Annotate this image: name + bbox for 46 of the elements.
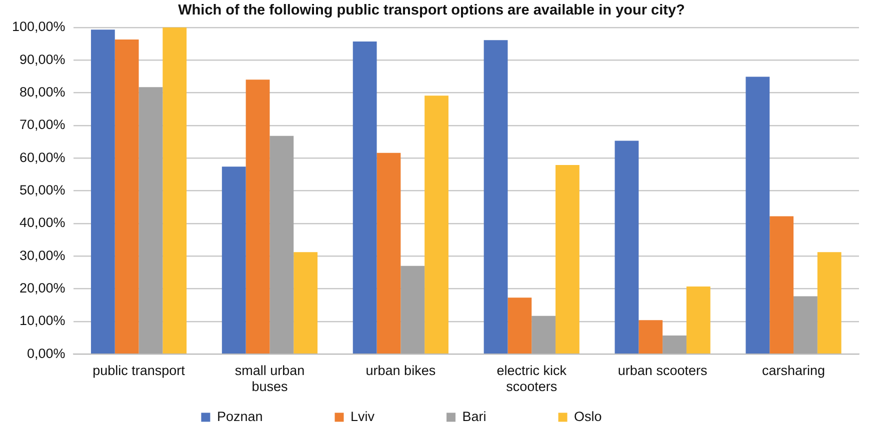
bar [508, 298, 532, 354]
bar [294, 252, 318, 354]
x-tick-label: electric kick scooters [496, 362, 567, 394]
bar [90, 30, 115, 354]
bar [270, 136, 294, 354]
x-tick-label: urban bikes [366, 362, 436, 378]
y-tick-label: 100,00% [12, 19, 66, 34]
y-tick-label: 10,00% [20, 313, 66, 328]
bar [222, 166, 246, 354]
y-tick-label: 50,00% [20, 182, 66, 198]
y-tick-label: 20,00% [20, 280, 66, 296]
y-tick-label: 90,00% [20, 52, 66, 67]
legend-label: Oslo [574, 408, 662, 424]
legend-label: Lviv [350, 408, 435, 424]
y-tick-label: 60,00% [20, 150, 66, 165]
y-tick-label: 30,00% [20, 248, 66, 263]
y-tick-label: 40,00% [20, 215, 66, 230]
x-tick-label: urban scooters [618, 362, 708, 378]
x-tick-label: small urban buses [234, 362, 305, 394]
chart-title: Which of the following public transport options are available in your city? [178, 2, 686, 19]
bar [424, 96, 448, 354]
bar [662, 335, 686, 354]
bar [746, 76, 770, 354]
bar [352, 41, 377, 354]
bar [614, 140, 639, 354]
bar [770, 216, 794, 354]
bar [556, 164, 580, 354]
x-tick-label: carsharing [762, 362, 826, 378]
bar [817, 252, 842, 354]
bar [162, 27, 187, 354]
x-tick-label: public transport [92, 362, 186, 378]
y-tick-label: 0,00% [27, 346, 66, 361]
bar [638, 320, 663, 354]
legend-label: Bari [462, 408, 546, 424]
bar [376, 152, 401, 354]
bar [246, 80, 270, 354]
y-tick-label: 70,00% [20, 117, 66, 132]
legend-label: Poznan [216, 408, 323, 424]
y-tick-label: 80,00% [20, 84, 66, 100]
bar [138, 87, 163, 354]
bar [484, 40, 508, 354]
bar [794, 296, 818, 354]
bar [400, 266, 425, 354]
bar [114, 39, 139, 354]
bar [532, 316, 556, 354]
bar [686, 286, 710, 354]
